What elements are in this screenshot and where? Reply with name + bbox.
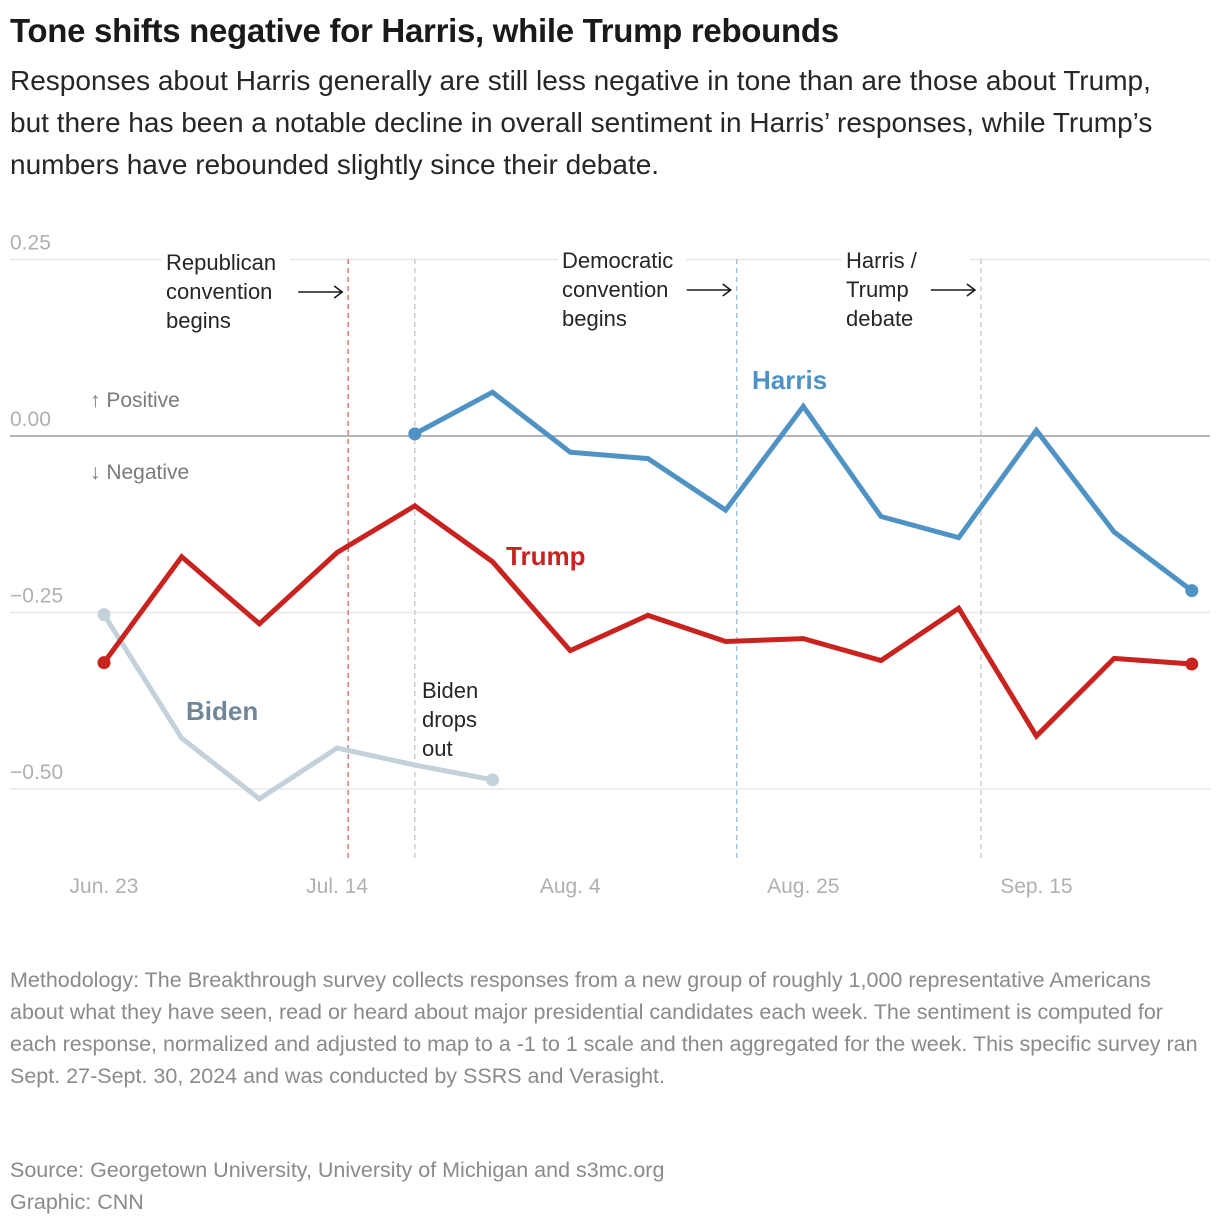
annotation-text: begins <box>562 306 627 331</box>
x-tick-label: Aug. 25 <box>767 875 839 898</box>
y-tick-label: −0.50 <box>10 761 63 784</box>
annotation-text: Biden <box>422 678 478 703</box>
data-point-biden <box>97 608 111 622</box>
data-point-trump <box>1185 657 1199 671</box>
annotation-text: convention <box>166 279 272 304</box>
source-note: Source: Georgetown University, Universit… <box>10 1158 665 1182</box>
methodology-note: Methodology: The Breakthrough survey col… <box>10 968 1198 1088</box>
annotation-text: convention <box>562 277 668 302</box>
series-line-harris <box>413 389 1194 593</box>
series-label-biden: Biden <box>186 696 258 726</box>
y-tick-label: 0.00 <box>10 408 51 431</box>
annotation-bg <box>558 246 686 272</box>
x-tick-label: Aug. 4 <box>540 875 601 898</box>
y-tick-label: 0.25 <box>10 232 51 255</box>
arrow-icon <box>686 283 733 297</box>
positive-label: ↑ Positive <box>90 389 180 412</box>
data-point-harris <box>1185 584 1199 598</box>
series-label-harris: Harris <box>752 365 827 395</box>
annotation-text: out <box>422 736 453 761</box>
data-point-harris <box>408 427 422 441</box>
x-tick-label: Sep. 15 <box>1000 875 1072 898</box>
annotation-bg <box>418 676 546 702</box>
x-tick-label: Jul. 14 <box>306 875 368 898</box>
series-label-trump: Trump <box>506 541 585 571</box>
arrow-icon <box>930 283 977 297</box>
x-tick-label: Jun. 23 <box>70 875 139 898</box>
line-chart: 0.25 0.00 −0.25 −0.50 Jun. 23 Jul. 14 Aug. 4 Au… <box>10 232 1210 898</box>
annotation-text: drops <box>422 707 477 732</box>
data-point-trump <box>97 656 111 670</box>
chart-subtitle: Responses about Harris generally are sti… <box>10 65 1153 180</box>
annotation-bg <box>162 248 290 274</box>
annotation-text: Harris / <box>846 248 918 273</box>
negative-label: ↓ Negative <box>90 461 189 484</box>
annotation-text: Trump <box>846 277 909 302</box>
y-tick-label: −0.25 <box>10 585 63 608</box>
annotation-text: debate <box>846 306 913 331</box>
series-line-trump <box>101 502 1192 741</box>
annotation-bg <box>842 246 970 272</box>
credit-note: Graphic: CNN <box>10 1190 144 1214</box>
data-point-biden <box>486 773 499 787</box>
annotation-text: Republican <box>166 250 276 275</box>
arrow-icon <box>298 285 344 299</box>
annotation-text: Democratic <box>562 248 673 273</box>
chart-title: Tone shifts negative for Harris, while T… <box>10 12 839 49</box>
series-line-biden <box>101 613 493 802</box>
annotation-text: begins <box>166 308 231 333</box>
